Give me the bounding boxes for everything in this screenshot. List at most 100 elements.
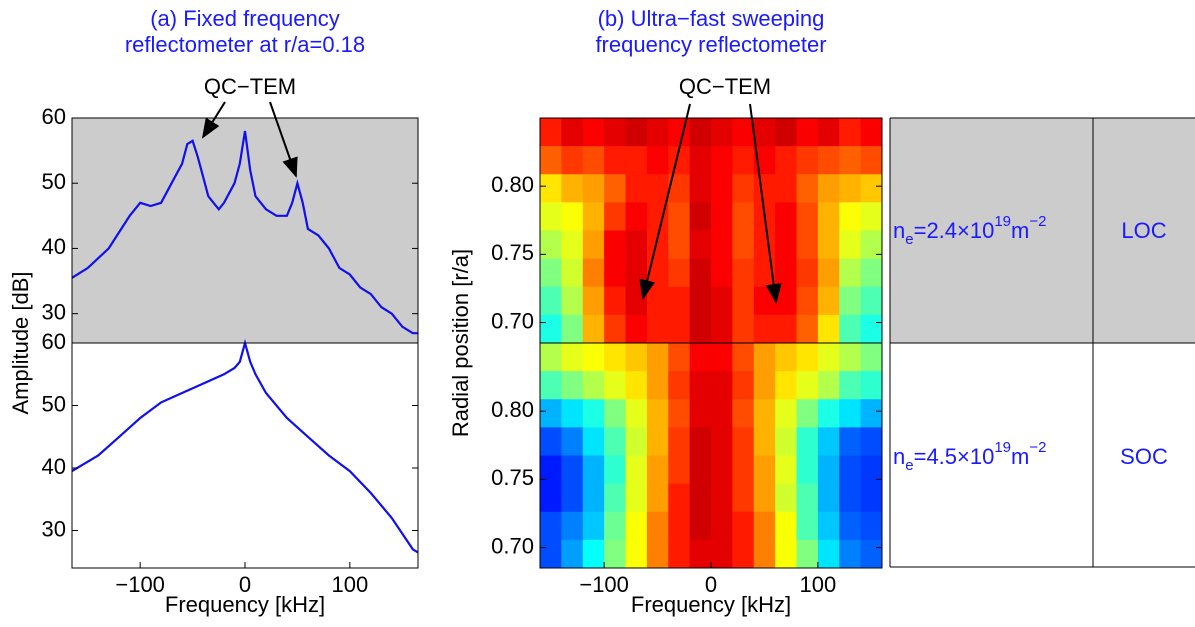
heatmap-cell [732,230,755,260]
annotation: QC−TEM [204,74,296,99]
heatmap-cell [860,455,883,485]
heatmap-cell [711,314,733,344]
heatmap-cell [668,174,691,203]
heatmap-cell [817,399,840,428]
heatmap-cell [796,286,819,316]
heatmap-cell [775,427,797,456]
heatmap-cell [582,146,605,175]
heatmap-cell [775,455,797,485]
heatmap-cell [775,371,797,400]
heatmap-cell [540,314,562,344]
heatmap-cell [839,286,862,316]
heatmap-cell [561,286,584,316]
heatmap-cell [732,455,755,485]
heatmap-cell [646,371,669,400]
heatmap-cell [625,230,648,260]
heatmap-cell [604,174,626,203]
heatmap-cell [860,539,883,569]
heatmap-cell [796,371,819,400]
heatmap-cell [604,427,626,456]
heatmap-cell [689,146,712,175]
heatmap-cell [561,539,584,569]
heatmap-cell [668,230,691,260]
y-tick-label: 30 [42,299,66,324]
heatmap-cell [753,371,776,400]
heatmap-cell [582,286,605,316]
heatmap-cell [561,399,584,428]
heatmap-cell [540,539,562,569]
heatmap-cell [625,511,648,541]
heatmap-cell [646,202,669,231]
heatmap-cell [711,174,733,203]
heatmap-cell [582,539,605,569]
y-tick-label: 60 [42,329,66,354]
heatmap-cell [817,258,840,288]
heatmap-cell [775,483,797,513]
heatmap-cell [732,371,755,400]
heatmap-cell [732,427,755,456]
annotation-arrow [749,103,782,304]
heatmap-cell [668,399,691,428]
panel-title: reflectometer at r/a=0.18 [125,32,365,57]
y-tick-label: 30 [42,516,66,541]
heatmap-cell [817,174,840,203]
heatmap-cell [775,511,797,541]
heatmap-cell [668,511,691,541]
heatmap-cell [604,230,626,260]
table-row-bg [890,118,1195,343]
heatmap-cell [646,146,669,175]
heatmap-cell [604,146,626,175]
annotation-arrow [201,101,226,139]
y-axis-label: Amplitude [dB] [8,271,33,414]
heatmap-cell [582,230,605,260]
y-tick-label: 0.80 [491,397,534,422]
heatmap-cell [646,539,669,569]
heatmap-cell [689,539,712,569]
heatmap-cell [775,146,797,175]
heatmap-cell [860,399,883,428]
heatmap-cell [646,286,669,316]
heatmap-cell [646,118,669,147]
heatmap-cell [582,343,605,372]
heatmap-cell [753,343,776,372]
heatmap-cell [860,427,883,456]
y-tick-label: 40 [42,234,66,259]
density-exponent: 19 [994,439,1011,456]
heatmap-cell [753,511,776,541]
heatmap-cell [540,343,562,372]
heatmap-cell [561,455,584,485]
heatmap-cell [604,399,626,428]
heatmap-cell [561,146,584,175]
heatmap-cell [732,483,755,513]
heatmap-cell [796,539,819,569]
heatmap-cell [860,314,883,344]
heatmap-cell [860,286,883,316]
heatmap-cell [775,230,797,260]
panel-title: (a) Fixed frequency [150,6,340,31]
heatmap-cell [711,371,733,400]
heatmap-cell [711,343,733,372]
panel-title: frequency reflectometer [595,32,826,57]
density-unit: m [1011,444,1029,469]
heatmap-cell [775,314,797,344]
heatmap-cell [561,511,584,541]
heatmap-cell [668,455,691,485]
heatmap-cell [625,483,648,513]
heatmap-cell [582,427,605,456]
heatmap-cell [582,258,605,288]
annotation: QC−TEM [679,74,771,99]
x-axis-label: Frequency [kHz] [631,592,791,617]
heatmap-cell [604,286,626,316]
heatmap-cell [646,343,669,372]
density-label: ne=4.5×1019m−2 [893,439,1046,474]
heatmap-cell [860,483,883,513]
heatmap-cell [732,539,755,569]
spectrum-line [71,130,418,335]
heatmap-cell [860,146,883,175]
heatmap-cell [625,314,648,344]
heatmap-cell [711,511,733,541]
heatmap-cell [646,483,669,513]
heatmap-cell [689,118,712,147]
